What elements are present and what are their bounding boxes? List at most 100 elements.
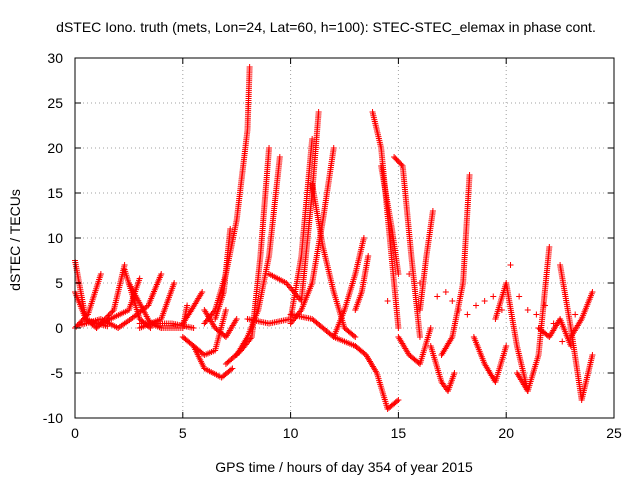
y-tick-label: 15: [47, 185, 63, 201]
data-point: [395, 325, 402, 331]
data-point: [507, 262, 514, 268]
satellite-arc: [266, 109, 322, 304]
satellite-arc: [97, 275, 143, 327]
data-point: [158, 271, 165, 277]
y-tick-label: 10: [47, 230, 63, 246]
x-tick-label: 25: [606, 425, 622, 441]
data-point: [315, 109, 322, 115]
data-point: [416, 280, 423, 286]
satellite-arc: [378, 163, 402, 277]
data-point: [455, 307, 462, 313]
data-point: [384, 298, 391, 304]
satellite-arc: [391, 154, 423, 340]
y-tick-label: 25: [47, 95, 63, 111]
satellite-arc: [395, 325, 434, 367]
x-tick-label: 0: [71, 425, 79, 441]
data-point: [466, 172, 473, 178]
y-tick-label: -10: [43, 410, 63, 426]
data-point: [559, 338, 566, 345]
data-point: [350, 332, 357, 339]
satellite-arc: [179, 307, 229, 358]
satellite-arc: [470, 334, 510, 385]
data-point: [481, 298, 488, 304]
satellite-arc: [513, 244, 553, 394]
data-point: [503, 343, 510, 349]
x-axis-label: GPS time / hours of day 354 of year 2015: [215, 459, 473, 475]
scatter-points: [384, 262, 579, 345]
data-point: [106, 311, 113, 318]
satellite-arc: [567, 289, 596, 340]
y-tick-label: 0: [55, 320, 63, 336]
x-tick-label: 20: [498, 425, 514, 441]
data-point: [451, 370, 458, 376]
data-point: [184, 302, 191, 309]
data-point: [190, 325, 197, 331]
data-point: [266, 145, 273, 151]
data-point: [442, 289, 449, 295]
data-point: [309, 136, 316, 142]
data-point: [589, 352, 596, 358]
data-point: [464, 311, 471, 318]
data-point: [490, 293, 497, 300]
y-tick-label: 20: [47, 140, 63, 156]
satellite-arc: [201, 64, 253, 327]
data-point: [498, 307, 505, 313]
data-point: [416, 334, 423, 340]
satellite-arc: [93, 262, 128, 331]
y-tick-label: 5: [55, 275, 63, 291]
data-point: [73, 323, 80, 330]
data-point: [473, 302, 480, 309]
data-point: [97, 271, 104, 277]
x-tick-label: 15: [391, 425, 407, 441]
data-point: [449, 298, 456, 304]
data-point: [105, 312, 112, 319]
satellite-arc: [352, 343, 402, 412]
satellite-arc: [76, 316, 122, 331]
satellite-arc: [309, 181, 359, 340]
data-point: [394, 398, 401, 405]
satellite-arc: [557, 262, 596, 403]
data-point: [93, 325, 100, 331]
data-point: [246, 64, 253, 70]
satellite-arc: [287, 311, 359, 349]
data-marks: [72, 64, 596, 412]
y-tick-label: 30: [47, 50, 63, 66]
data-point: [136, 275, 143, 282]
x-tick-label: 5: [179, 425, 187, 441]
data-point: [398, 161, 405, 168]
data-point: [352, 334, 359, 340]
chart-title: dSTEC Iono. truth (mets, Lon=24, Lat=60,…: [56, 19, 596, 35]
data-point: [199, 289, 206, 295]
data-point: [589, 289, 596, 295]
satellite-arc: [179, 289, 206, 327]
data-point: [109, 308, 116, 315]
data-point: [360, 235, 367, 241]
satellite-arc: [190, 343, 236, 381]
data-point: [516, 293, 523, 300]
data-point: [406, 271, 413, 277]
data-point: [434, 293, 441, 300]
data-point: [94, 323, 101, 330]
data-point: [427, 325, 434, 331]
data-point: [108, 309, 115, 316]
data-point: [228, 366, 235, 373]
grid-lines: [75, 58, 614, 418]
axis-ticks: 0 5 10 15 20 25 -10 -5 0 5 10 15 20 25 30: [43, 50, 622, 441]
y-tick-label: -5: [51, 365, 64, 381]
satellite-arc: [287, 145, 337, 327]
data-point: [365, 253, 372, 259]
satellite-arc: [438, 172, 473, 358]
data-point: [222, 307, 229, 313]
satellite-arc: [369, 109, 402, 331]
data-point: [533, 311, 540, 318]
satellite-arc: [158, 302, 191, 331]
satellite-arc: [535, 316, 574, 349]
data-point: [524, 307, 531, 313]
data-point: [546, 244, 553, 250]
data-point: [429, 208, 436, 214]
data-point: [227, 226, 234, 232]
data-point: [229, 365, 236, 372]
data-point: [171, 280, 178, 286]
x-tick-label: 10: [283, 425, 299, 441]
y-axis-label: dSTEC / TECUs: [7, 189, 23, 291]
